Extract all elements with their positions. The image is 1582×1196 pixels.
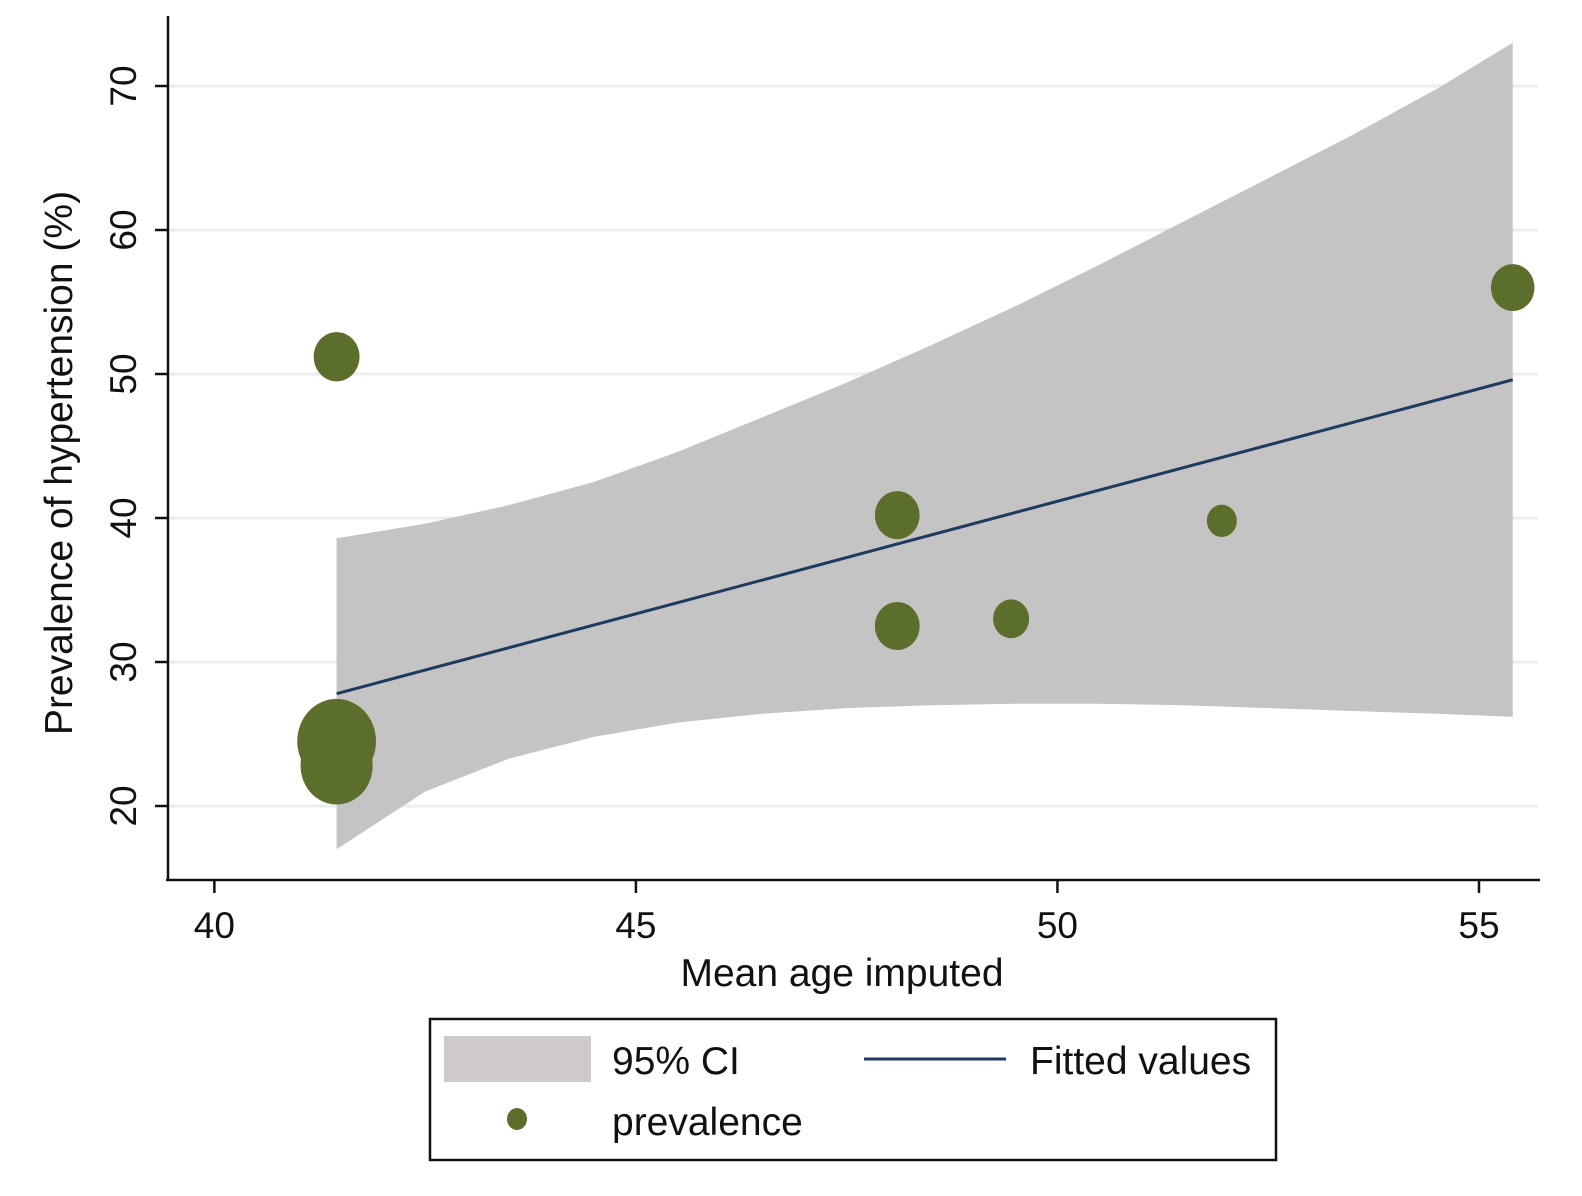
x-axis-title: Mean age imputed <box>680 952 1003 995</box>
data-point <box>874 491 920 540</box>
legend-fit-label: Fitted values <box>1030 1040 1251 1083</box>
y-tick-label: 50 <box>103 353 144 394</box>
x-axis-ticks: 40 45 50 55 <box>194 880 1500 946</box>
legend-point-swatch <box>507 1108 527 1130</box>
y-tick-label: 60 <box>103 209 144 250</box>
x-tick-label: 40 <box>194 905 235 946</box>
y-tick-label: 70 <box>103 65 144 106</box>
data-point <box>993 599 1030 639</box>
y-tick-label: 30 <box>103 641 144 682</box>
data-point <box>300 726 373 805</box>
legend-points-label: prevalence <box>612 1101 803 1144</box>
data-point <box>1206 504 1237 538</box>
x-tick-label: 45 <box>615 905 656 946</box>
legend-ci-label: 95% CI <box>612 1040 740 1083</box>
data-point <box>313 332 360 382</box>
y-tick-label: 20 <box>103 785 144 826</box>
data-point <box>1490 264 1535 312</box>
y-axis-ticks: 20 30 40 50 60 70 <box>103 65 168 827</box>
confidence-interval-band <box>336 42 1513 850</box>
y-tick-label: 40 <box>103 497 144 538</box>
legend: 95% CI Fitted values prevalence <box>428 1017 1278 1162</box>
x-tick-label: 50 <box>1037 905 1078 946</box>
data-point <box>874 601 920 651</box>
data-points <box>297 264 1535 805</box>
fitted-values-line <box>336 378 1514 696</box>
legend-ci-swatch <box>444 1036 591 1082</box>
x-tick-label: 55 <box>1458 905 1499 946</box>
y-axis-title: Prevalence of hypertension (%) <box>38 191 81 735</box>
